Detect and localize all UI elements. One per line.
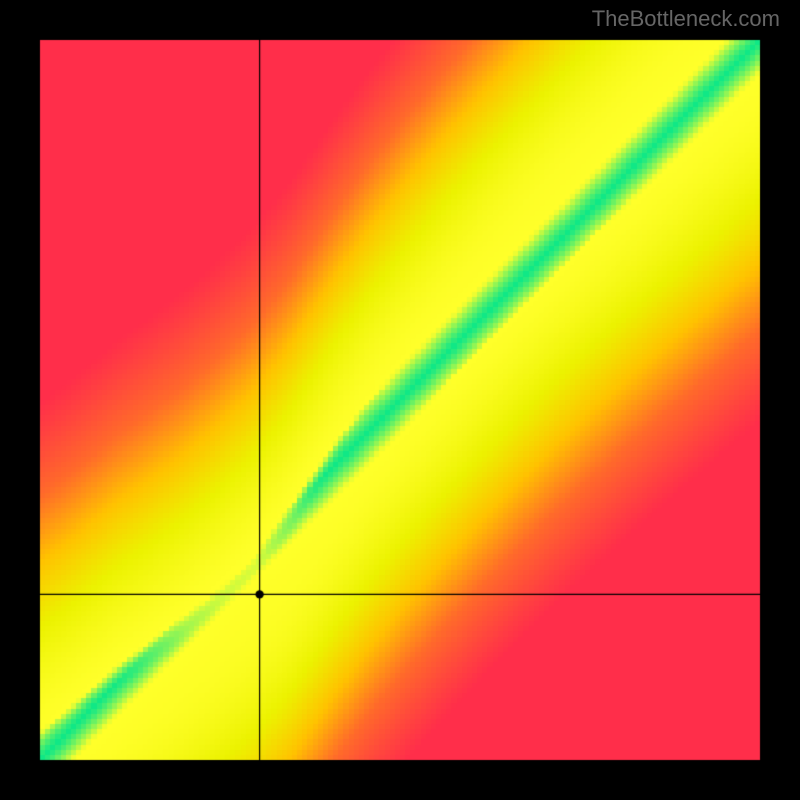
watermark-label: TheBottleneck.com <box>592 6 780 32</box>
chart-frame: TheBottleneck.com <box>0 0 800 800</box>
bottleneck-heatmap <box>0 0 800 800</box>
